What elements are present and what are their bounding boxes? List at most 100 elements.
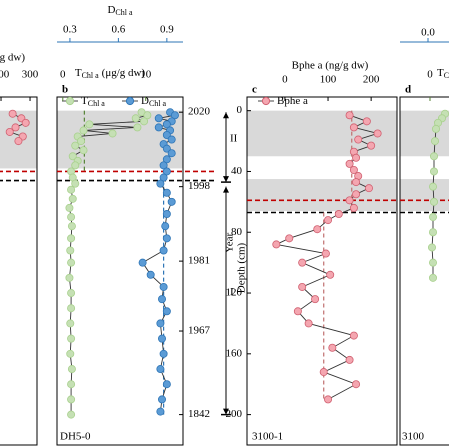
data-point — [65, 203, 74, 212]
x2-tick-label: 0.0 — [421, 27, 435, 39]
data-point — [156, 365, 165, 374]
data-point — [154, 123, 163, 132]
x-axis-title: g dw) — [0, 52, 25, 64]
x-axis-title-main: T — [75, 67, 82, 79]
data-point — [131, 114, 140, 123]
legend-marker — [65, 96, 75, 106]
legend-marker — [125, 96, 135, 106]
y-tick-label: 160 — [226, 347, 243, 359]
data-point — [293, 307, 302, 316]
y-tick-label: 1981 — [188, 255, 210, 267]
series-line — [274, 114, 380, 400]
data-point — [162, 234, 171, 243]
data-point — [352, 190, 361, 199]
data-point — [154, 114, 163, 123]
data-point — [354, 135, 363, 144]
data-point — [345, 355, 354, 364]
x-axis-title: Bphe a (ng/g dw) — [292, 60, 369, 72]
data-point — [352, 153, 361, 162]
data-point — [67, 222, 76, 231]
data-point — [162, 120, 171, 129]
data-point — [373, 129, 382, 138]
y-tick-label: 80 — [231, 226, 243, 238]
data-point — [298, 282, 307, 291]
data-point — [67, 365, 76, 374]
data-point — [79, 146, 88, 155]
data-point — [67, 185, 76, 194]
data-point — [367, 141, 376, 150]
data-point — [8, 109, 17, 118]
y-tick-label: 2020 — [188, 106, 211, 118]
data-point — [68, 194, 77, 203]
data-point — [66, 349, 75, 358]
data-point — [85, 120, 94, 129]
legend-label: Bphe a — [277, 95, 308, 107]
data-point — [324, 395, 333, 404]
data-point — [162, 380, 171, 389]
x2-axis-title-sub: Chl a — [115, 8, 133, 17]
legend-label: DChl a — [141, 95, 167, 108]
data-point — [67, 334, 76, 343]
data-point — [159, 173, 168, 182]
data-point — [71, 161, 80, 170]
x2-axis-title: DChl a — [107, 4, 133, 17]
y-axis-title: Depth (cm) — [236, 242, 248, 293]
data-point — [428, 258, 437, 267]
data-point — [352, 178, 361, 187]
data-point — [67, 289, 76, 298]
data-point — [428, 228, 437, 237]
legend-name: D — [141, 95, 149, 107]
data-point — [429, 167, 438, 176]
data-point — [140, 117, 149, 126]
data-point — [162, 188, 171, 197]
data-point — [67, 410, 76, 419]
data-point — [285, 234, 294, 243]
zone-label: II — [230, 133, 238, 145]
data-point — [345, 111, 354, 120]
data-point — [162, 307, 171, 316]
data-point — [67, 304, 76, 313]
x-tick-label: 0 — [60, 69, 66, 81]
data-point — [167, 135, 176, 144]
data-point — [170, 111, 179, 120]
data-point — [5, 127, 14, 136]
y-tick-label: 1842 — [188, 408, 210, 420]
legend-name: Bphe a — [277, 95, 308, 107]
data-point — [162, 167, 171, 176]
data-point — [66, 319, 75, 328]
data-point — [21, 118, 30, 127]
data-point — [159, 349, 168, 358]
data-point — [157, 395, 166, 404]
x-tick-label: 10 — [140, 69, 152, 81]
data-point — [349, 123, 358, 132]
panel-label: DH5-0 — [60, 431, 91, 443]
data-point — [159, 161, 168, 170]
data-point — [321, 249, 330, 258]
data-point — [159, 282, 168, 291]
data-point — [304, 319, 313, 328]
x-tick-label: 300 — [22, 69, 39, 81]
x-tick-label: 100 — [320, 74, 337, 86]
panel-frame — [0, 96, 38, 446]
data-point — [143, 111, 152, 120]
x-tick-label: 0 — [282, 74, 288, 86]
data-point — [430, 137, 439, 146]
data-point — [156, 179, 165, 188]
x-axis-title-unit: (μg/g dw) — [102, 67, 146, 79]
data-point — [324, 216, 333, 225]
data-point — [71, 141, 80, 150]
x-axis-title-sub: Chl a — [82, 71, 100, 80]
data-point — [162, 210, 171, 219]
panel-tag: b — [62, 84, 68, 96]
data-point — [364, 184, 373, 193]
data-point — [326, 270, 335, 279]
legend-marker — [261, 96, 271, 106]
data-point — [427, 243, 436, 252]
data-point — [162, 130, 171, 139]
legend-sub: Chl a — [149, 99, 167, 108]
data-point — [138, 258, 147, 267]
data-point — [67, 380, 76, 389]
x-tick-label: 200 — [363, 74, 380, 86]
panel-frame — [399, 96, 449, 446]
